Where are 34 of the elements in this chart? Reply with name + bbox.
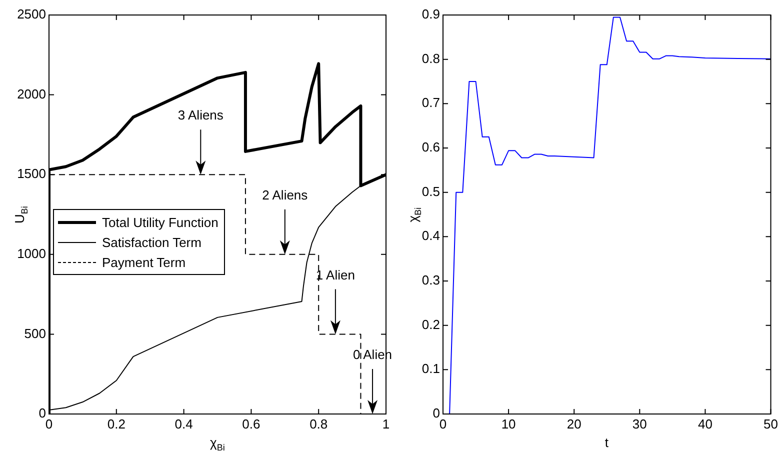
y-tick-label: 500 — [24, 326, 46, 341]
x-tick-label: 0.4 — [174, 416, 193, 432]
y-tick-label: 1000 — [17, 246, 46, 261]
annotation: 1 Alien — [316, 267, 355, 282]
x-tick-label: 0.8 — [310, 416, 328, 432]
y-tick-label: 0.2 — [422, 316, 440, 332]
y-tick-label: 0 — [38, 406, 46, 421]
x-tick-label: 0.2 — [107, 416, 126, 432]
legend-label: Total Utility Function — [102, 214, 218, 230]
x-tick-label: 0.6 — [242, 416, 260, 432]
annotation: 2 Aliens — [262, 187, 308, 202]
y-tick-label: 2500 — [17, 6, 46, 22]
y-tick-label: 0.4 — [422, 228, 440, 244]
x-tick-label: 20 — [566, 416, 582, 432]
x-tick-label: 1 — [382, 416, 390, 432]
y-tick-label: 0.3 — [422, 272, 440, 288]
y-tick-label: 0.1 — [422, 361, 440, 376]
y-tick-label: 0.6 — [422, 140, 440, 155]
x-axis-title: t — [604, 435, 608, 450]
y-tick-label: 0.9 — [422, 6, 440, 22]
y-tick-label: 1500 — [17, 166, 46, 182]
y-tick-label: 0.5 — [422, 184, 440, 199]
legend-label: Payment Term — [102, 254, 186, 270]
y-tick-label: 0 — [432, 406, 440, 421]
y-tick-label: 2000 — [17, 86, 46, 102]
x-tick-label: 50 — [764, 416, 778, 432]
legend-label: Satisfaction Term — [102, 234, 202, 250]
y-tick-label: 0.7 — [422, 95, 440, 110]
x-axis-title: χ$_{Bi}$ — [210, 435, 225, 453]
annotation: 3 Aliens — [178, 108, 224, 123]
x-tick-label: 10 — [501, 416, 516, 432]
x-tick-label: 40 — [698, 416, 712, 432]
x-tick-label: 30 — [632, 416, 647, 432]
y-tick-label: 0.8 — [422, 50, 440, 66]
